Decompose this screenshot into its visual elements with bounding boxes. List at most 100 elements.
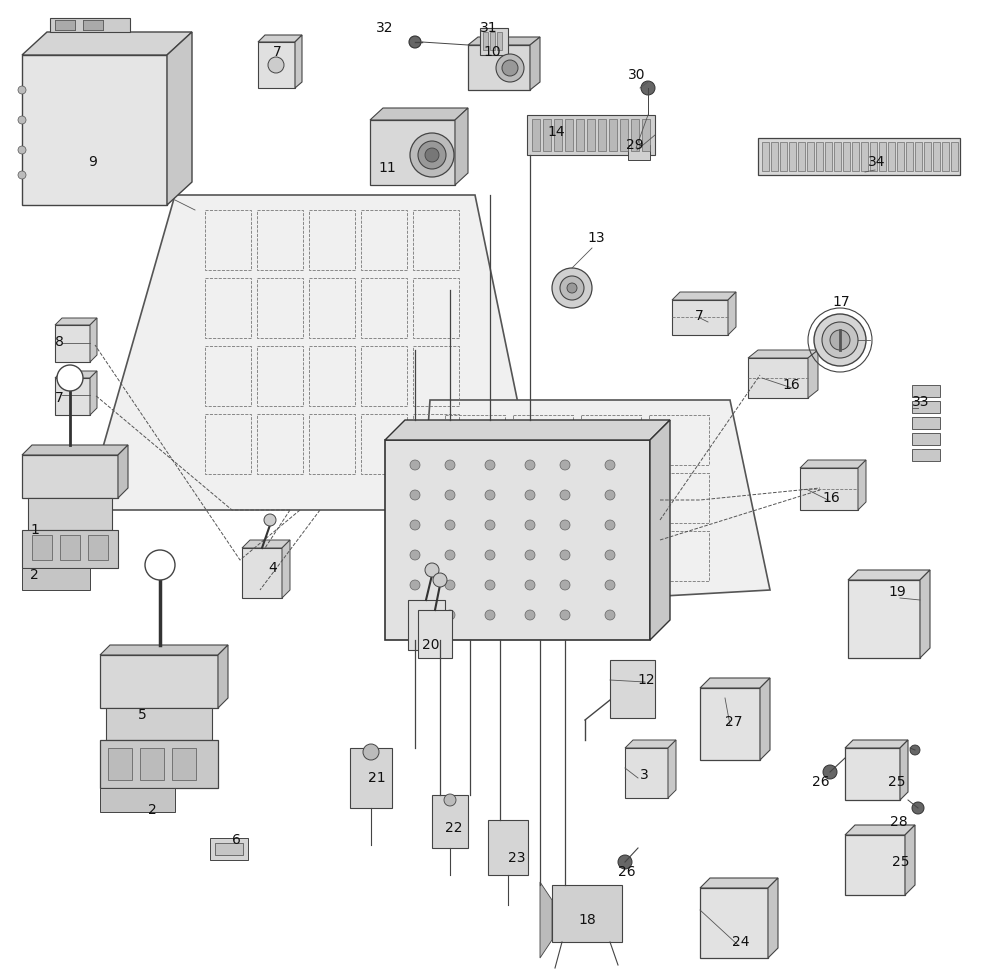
Text: 14: 14 bbox=[547, 125, 565, 139]
Circle shape bbox=[18, 146, 26, 154]
Bar bbox=[83, 20, 103, 30]
Polygon shape bbox=[22, 568, 90, 590]
Bar bbox=[798, 142, 805, 171]
Circle shape bbox=[445, 550, 455, 560]
Bar bbox=[490, 32, 495, 50]
Polygon shape bbox=[242, 548, 282, 598]
Polygon shape bbox=[218, 645, 228, 708]
Text: 11: 11 bbox=[378, 161, 396, 175]
Polygon shape bbox=[552, 885, 622, 942]
Bar bbox=[532, 119, 540, 151]
Circle shape bbox=[418, 141, 446, 169]
Polygon shape bbox=[468, 37, 540, 45]
Text: 27: 27 bbox=[725, 715, 742, 729]
Text: 2: 2 bbox=[30, 568, 39, 582]
Polygon shape bbox=[625, 740, 676, 748]
Circle shape bbox=[496, 54, 524, 82]
Polygon shape bbox=[215, 843, 243, 855]
Circle shape bbox=[525, 610, 535, 620]
Polygon shape bbox=[700, 878, 778, 888]
Polygon shape bbox=[480, 28, 508, 55]
Text: 3: 3 bbox=[640, 768, 649, 782]
Bar bbox=[834, 142, 841, 171]
Bar bbox=[771, 142, 778, 171]
Circle shape bbox=[525, 520, 535, 530]
Circle shape bbox=[814, 314, 866, 366]
Text: 13: 13 bbox=[587, 231, 605, 245]
Circle shape bbox=[560, 580, 570, 590]
Text: 30: 30 bbox=[628, 68, 646, 82]
Circle shape bbox=[18, 86, 26, 94]
Circle shape bbox=[444, 794, 456, 806]
Bar bbox=[924, 142, 931, 171]
Polygon shape bbox=[408, 600, 445, 650]
Text: 4: 4 bbox=[268, 561, 277, 575]
Text: 28: 28 bbox=[890, 815, 908, 829]
Bar bbox=[576, 119, 584, 151]
Circle shape bbox=[409, 36, 421, 48]
Bar bbox=[807, 142, 814, 171]
Polygon shape bbox=[728, 292, 736, 335]
Text: 19: 19 bbox=[888, 585, 906, 599]
Circle shape bbox=[502, 60, 518, 76]
Bar bbox=[620, 119, 628, 151]
Circle shape bbox=[560, 610, 570, 620]
Text: 9: 9 bbox=[88, 155, 97, 169]
Polygon shape bbox=[700, 888, 768, 958]
Polygon shape bbox=[22, 530, 118, 568]
Polygon shape bbox=[758, 138, 960, 175]
Polygon shape bbox=[808, 350, 818, 398]
Polygon shape bbox=[668, 740, 676, 798]
Polygon shape bbox=[800, 468, 858, 510]
Text: 7: 7 bbox=[695, 309, 704, 323]
Circle shape bbox=[410, 580, 420, 590]
Circle shape bbox=[560, 550, 570, 560]
Polygon shape bbox=[22, 32, 192, 55]
Text: 10: 10 bbox=[483, 45, 501, 59]
Polygon shape bbox=[760, 678, 770, 760]
Circle shape bbox=[605, 490, 615, 500]
Polygon shape bbox=[118, 445, 128, 498]
Text: 12: 12 bbox=[637, 673, 655, 687]
Polygon shape bbox=[55, 371, 97, 378]
Bar bbox=[915, 142, 922, 171]
Circle shape bbox=[410, 133, 454, 177]
Circle shape bbox=[567, 283, 577, 293]
Polygon shape bbox=[418, 610, 452, 658]
Text: 7: 7 bbox=[55, 391, 64, 405]
Polygon shape bbox=[90, 318, 97, 362]
Text: 32: 32 bbox=[376, 21, 394, 35]
Bar bbox=[825, 142, 832, 171]
Polygon shape bbox=[920, 570, 930, 658]
Polygon shape bbox=[768, 878, 778, 958]
Circle shape bbox=[485, 460, 495, 470]
Bar bbox=[897, 142, 904, 171]
Polygon shape bbox=[912, 385, 940, 397]
Circle shape bbox=[485, 520, 495, 530]
Bar bbox=[762, 142, 769, 171]
Text: 26: 26 bbox=[618, 865, 636, 879]
Text: 34: 34 bbox=[868, 155, 886, 169]
Text: 33: 33 bbox=[912, 395, 930, 409]
Polygon shape bbox=[432, 795, 468, 848]
Polygon shape bbox=[100, 645, 228, 655]
Bar bbox=[906, 142, 913, 171]
Text: 7: 7 bbox=[273, 45, 282, 59]
Polygon shape bbox=[650, 420, 670, 640]
Text: 20: 20 bbox=[422, 638, 440, 652]
Circle shape bbox=[445, 520, 455, 530]
Polygon shape bbox=[210, 838, 248, 860]
Bar bbox=[951, 142, 958, 171]
Bar bbox=[55, 20, 75, 30]
Polygon shape bbox=[488, 820, 528, 875]
Circle shape bbox=[605, 610, 615, 620]
Bar bbox=[83, 20, 103, 30]
Polygon shape bbox=[912, 449, 940, 461]
Polygon shape bbox=[455, 108, 468, 185]
Polygon shape bbox=[167, 32, 192, 205]
Polygon shape bbox=[672, 300, 728, 335]
Circle shape bbox=[485, 580, 495, 590]
Bar bbox=[852, 142, 859, 171]
Text: 8: 8 bbox=[55, 335, 64, 349]
Circle shape bbox=[18, 171, 26, 179]
